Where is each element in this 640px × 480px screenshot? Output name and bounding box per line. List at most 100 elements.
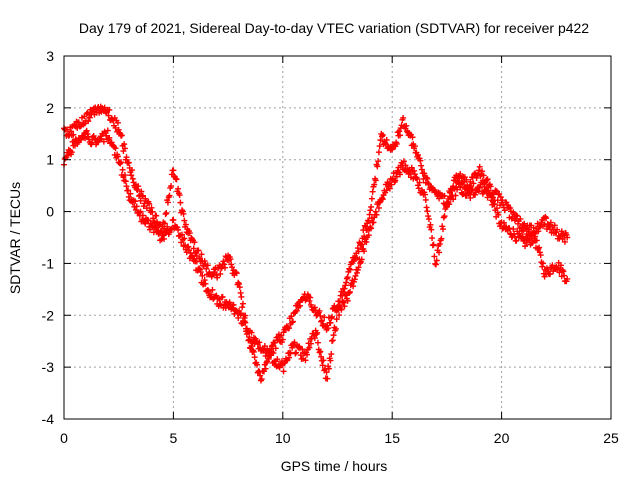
data-point: [205, 287, 212, 294]
data-point: [236, 284, 243, 291]
data-point: [536, 244, 543, 251]
data-point: [149, 208, 156, 215]
data-points: [61, 103, 571, 384]
data-point: [453, 183, 460, 190]
data-point: [297, 352, 304, 359]
data-point: [170, 216, 177, 223]
data-point: [209, 286, 216, 293]
x-tick-label: 5: [170, 430, 178, 446]
data-point: [436, 241, 443, 248]
grid-lines: [64, 56, 611, 419]
data-point: [185, 243, 192, 250]
data-point: [439, 226, 446, 233]
data-point: [475, 167, 482, 174]
data-point: [106, 106, 113, 113]
data-point: [286, 354, 293, 361]
data-point: [68, 149, 75, 156]
data-point: [429, 242, 436, 249]
data-point: [369, 188, 376, 195]
data-point: [261, 346, 268, 353]
data-point: [201, 277, 208, 284]
data-point: [487, 191, 494, 198]
data-point: [139, 212, 146, 219]
data-point: [414, 176, 421, 183]
data-point: [415, 185, 422, 192]
data-point: [510, 226, 517, 233]
data-point: [112, 145, 119, 152]
data-point: [198, 251, 205, 258]
data-point: [306, 298, 313, 305]
data-point: [470, 180, 477, 187]
data-point: [317, 312, 324, 319]
data-point: [430, 241, 437, 248]
data-point: [341, 285, 348, 292]
x-tick-label: 25: [603, 430, 619, 446]
data-point: [422, 196, 429, 203]
data-point: [318, 317, 325, 324]
data-point: [189, 252, 196, 259]
data-point: [325, 325, 332, 332]
data-point: [446, 201, 453, 208]
data-point: [306, 344, 313, 351]
data-point: [513, 212, 520, 219]
data-point: [270, 350, 277, 357]
data-point: [397, 132, 404, 139]
data-point: [352, 272, 359, 279]
data-point: [507, 205, 514, 212]
data-point: [441, 213, 448, 220]
chart-title: Day 179 of 2021, Sidereal Day-to-day VTE…: [79, 20, 589, 36]
data-point: [480, 172, 487, 179]
data-point: [561, 272, 568, 279]
data-point: [242, 312, 249, 319]
data-point: [414, 151, 421, 158]
data-point: [560, 268, 567, 275]
data-point: [119, 166, 126, 173]
data-point: [320, 357, 327, 364]
data-point: [484, 176, 491, 183]
data-point: [496, 190, 503, 197]
data-point: [146, 200, 153, 207]
data-point: [361, 248, 368, 255]
data-point: [396, 128, 403, 135]
data-point: [291, 339, 298, 346]
data-point: [358, 241, 365, 248]
data-point: [289, 318, 296, 325]
data-point: [379, 196, 386, 203]
data-point: [457, 170, 464, 177]
data-point: [368, 195, 375, 202]
data-point: [429, 235, 436, 242]
data-point: [203, 265, 210, 272]
data-point: [486, 190, 493, 197]
data-point: [123, 183, 130, 190]
data-point: [236, 310, 243, 317]
data-point: [121, 145, 128, 152]
x-tick-label: 0: [60, 430, 68, 446]
data-point: [229, 264, 236, 271]
data-point: [319, 362, 326, 369]
data-point: [372, 208, 379, 215]
data-point: [197, 269, 204, 276]
data-point: [236, 280, 243, 287]
data-point: [341, 303, 348, 310]
data-point: [237, 311, 244, 318]
data-point: [513, 237, 520, 244]
data-point: [293, 349, 300, 356]
data-point: [85, 118, 92, 125]
data-point: [374, 163, 381, 170]
data-point: [403, 122, 410, 129]
series-2: [61, 127, 571, 382]
y-tick-label: -3: [42, 359, 55, 375]
data-point: [365, 232, 372, 239]
plot-frame: [63, 55, 612, 420]
data-point: [436, 249, 443, 256]
data-point: [82, 135, 89, 142]
data-point: [250, 348, 257, 355]
data-point: [367, 207, 374, 214]
data-point: [332, 325, 339, 332]
data-point: [302, 357, 309, 364]
data-point: [363, 239, 370, 246]
data-point: [481, 183, 488, 190]
data-point: [204, 262, 211, 269]
data-point: [237, 289, 244, 296]
data-point: [325, 365, 332, 372]
